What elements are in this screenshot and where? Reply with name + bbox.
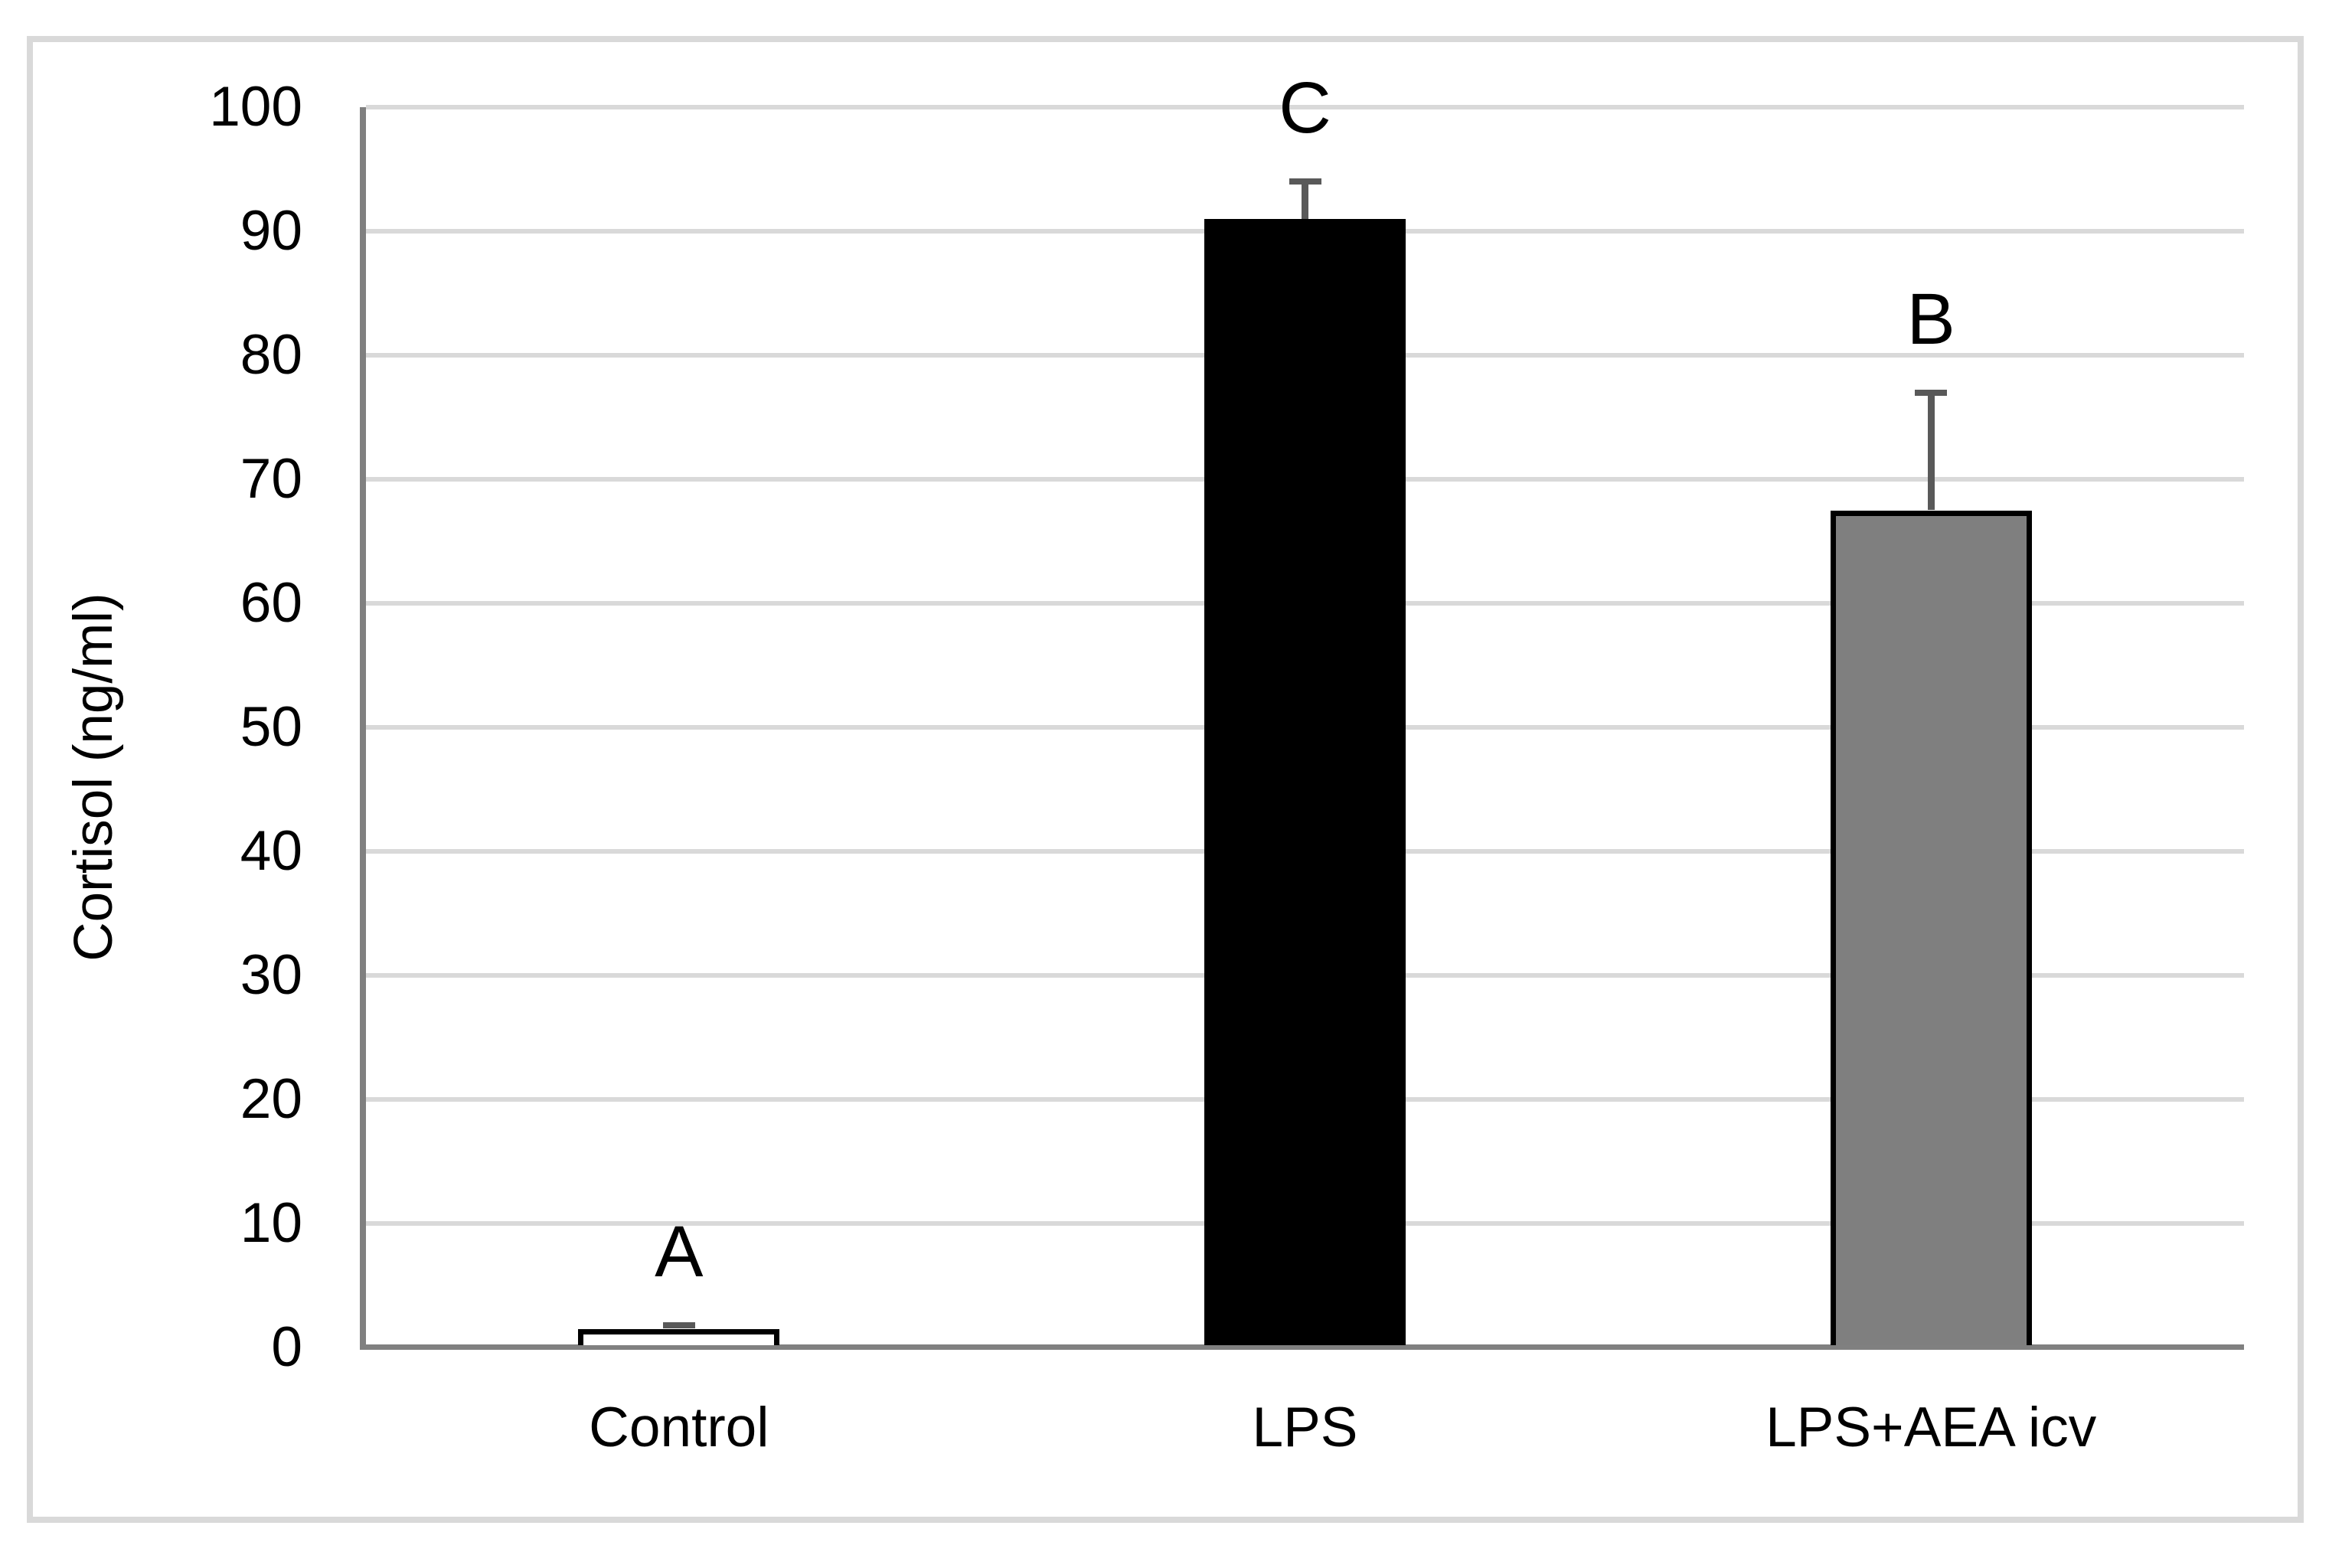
- y-tick-label: 60: [240, 572, 302, 634]
- x-category-label-lps: LPS: [1252, 1396, 1358, 1459]
- error-bar-cap: [662, 1321, 695, 1328]
- x-category-label-control: Control: [589, 1396, 769, 1459]
- error-bar-cap: [1289, 178, 1321, 185]
- bar-control: [578, 1328, 780, 1345]
- error-bar-cap: [1915, 389, 1948, 396]
- gridline: [366, 105, 2244, 109]
- y-tick-label: 90: [240, 200, 302, 262]
- y-tick-label: 10: [240, 1192, 302, 1254]
- y-tick-label: 0: [271, 1316, 302, 1378]
- x-axis-line: [360, 1344, 2244, 1350]
- significance-letter-lps-aea-icv: B: [1906, 278, 1955, 360]
- bar-lps: [1204, 218, 1406, 1345]
- y-tick-label: 50: [240, 696, 302, 758]
- y-tick-label: 40: [240, 820, 302, 882]
- significance-letter-control: A: [655, 1210, 704, 1292]
- error-bar: [1927, 392, 1935, 511]
- y-axis-line: [360, 107, 366, 1350]
- y-tick-label: 30: [240, 944, 302, 1006]
- chart-frame: Cortisol (ng/ml) 0 10 20 30 40 50 60 70 80 90 100 A…: [27, 36, 2304, 1523]
- y-tick-label: 80: [240, 324, 302, 386]
- significance-letter-lps: C: [1279, 67, 1331, 149]
- x-category-label-lps-aea-icv: LPS+AEA icv: [1765, 1396, 2097, 1459]
- bar-lps-aea-icv: [1830, 510, 2032, 1345]
- error-bar: [1302, 181, 1308, 219]
- y-tick-label: 70: [240, 448, 302, 510]
- y-tick-label: 100: [209, 76, 302, 138]
- y-tick-label: 20: [240, 1068, 302, 1130]
